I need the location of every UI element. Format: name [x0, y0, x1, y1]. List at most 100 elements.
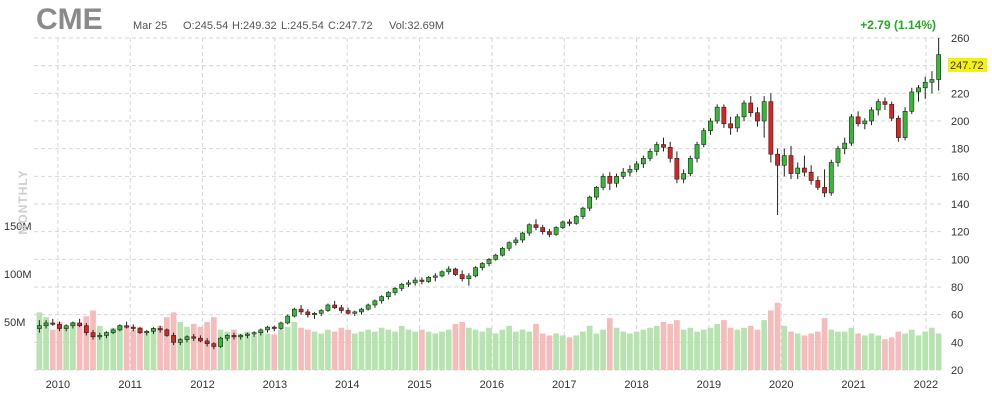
volume-bar — [110, 327, 117, 370]
candle-body — [43, 322, 49, 327]
volume-bar — [546, 335, 553, 370]
candle-body — [117, 325, 123, 331]
candle-body — [714, 106, 720, 122]
year-tick-label: 2012 — [190, 379, 214, 391]
volume-bar — [935, 333, 942, 370]
candle-body — [77, 322, 83, 327]
volume-bar — [848, 327, 855, 370]
volume-bar — [123, 325, 130, 370]
candle-body — [258, 329, 264, 333]
volume-bar — [499, 329, 506, 370]
candle-body — [493, 254, 499, 260]
year-tick-label: 2019 — [697, 379, 721, 391]
candle-body — [741, 102, 747, 118]
candle-body — [755, 112, 760, 122]
volume-bar — [553, 333, 559, 370]
volume-bar — [566, 337, 573, 370]
volume-bar — [419, 329, 425, 370]
candle-body — [869, 109, 874, 122]
volume-bar — [653, 325, 660, 370]
volume-bar — [445, 329, 452, 370]
volume-bar — [902, 333, 908, 370]
volume-bar — [721, 320, 727, 370]
candle-body — [325, 304, 331, 311]
volume-bar — [580, 331, 586, 370]
candle-body — [808, 171, 814, 181]
candle-body — [50, 322, 56, 325]
price-tick-label: 40 — [951, 337, 963, 349]
volume-bar — [506, 325, 512, 370]
candle-body — [486, 259, 492, 264]
volume-bar — [412, 331, 419, 370]
volume-bar — [573, 335, 580, 370]
year-tick-label: 2016 — [480, 379, 504, 391]
volume-bar — [915, 335, 922, 370]
candle-body — [70, 322, 76, 327]
volume-bar — [774, 302, 781, 370]
candle-body — [385, 292, 391, 297]
candle-body — [661, 144, 666, 148]
candle-body — [124, 325, 129, 328]
candle-body — [781, 155, 787, 166]
volume-bar — [291, 322, 298, 370]
candle-body — [298, 308, 304, 313]
candle-body — [90, 332, 96, 338]
volume-bar — [103, 331, 110, 370]
year-tick-label: 2021 — [841, 379, 865, 391]
candle-body — [687, 158, 693, 174]
candle-body — [567, 221, 572, 224]
candle-body — [593, 187, 599, 198]
volume-bar — [331, 331, 338, 370]
year-tick-label: 2015 — [407, 379, 431, 391]
volume-bar — [231, 329, 237, 370]
candle-body — [285, 315, 291, 324]
candle-body — [520, 232, 525, 241]
candle-body — [647, 151, 653, 159]
volume-bar — [365, 329, 372, 370]
volume-bar — [707, 327, 714, 370]
volume-bar — [338, 327, 345, 370]
last-price-badge — [948, 58, 987, 72]
price-change: +2.79 (1.14%) — [860, 18, 936, 32]
year-tick-label: 2022 — [914, 379, 938, 391]
volume-bar — [808, 333, 814, 370]
candle-body — [540, 227, 546, 232]
volume-bar — [36, 312, 43, 370]
price-candles — [36, 38, 942, 350]
volume-bar — [425, 331, 432, 370]
year-tick-label: 2014 — [335, 379, 359, 391]
volume-bar — [781, 325, 788, 370]
volume-bar — [559, 335, 566, 370]
candle-body — [882, 101, 888, 105]
candle-body — [379, 296, 385, 302]
candle-body — [372, 300, 378, 306]
candle-body — [359, 308, 364, 313]
candle-body — [708, 120, 713, 131]
candle-body — [902, 111, 908, 138]
volume-bar — [70, 322, 76, 370]
volume-bar — [117, 324, 123, 370]
candle-body — [479, 263, 485, 268]
candle-body — [57, 324, 62, 329]
candle-body — [305, 311, 311, 315]
volume-bar — [895, 331, 902, 370]
volume-bar — [613, 327, 620, 370]
candle-body — [198, 337, 203, 342]
volume-bar — [747, 325, 754, 370]
volume-bar — [351, 333, 358, 370]
candle-body — [895, 117, 901, 138]
volume-bar — [96, 325, 103, 370]
volume-bar — [304, 329, 311, 370]
candle-body — [748, 102, 754, 114]
volume-value: Vol:32.69M — [389, 20, 444, 32]
volume-bar — [868, 333, 875, 370]
candle-body — [110, 329, 116, 333]
candle-body — [849, 116, 854, 144]
candle-body — [365, 304, 371, 310]
volume-bar — [633, 331, 640, 370]
volume-bar — [660, 322, 667, 370]
volume-bar — [177, 322, 184, 370]
volume-bar — [700, 329, 707, 370]
candle-body — [620, 171, 626, 177]
